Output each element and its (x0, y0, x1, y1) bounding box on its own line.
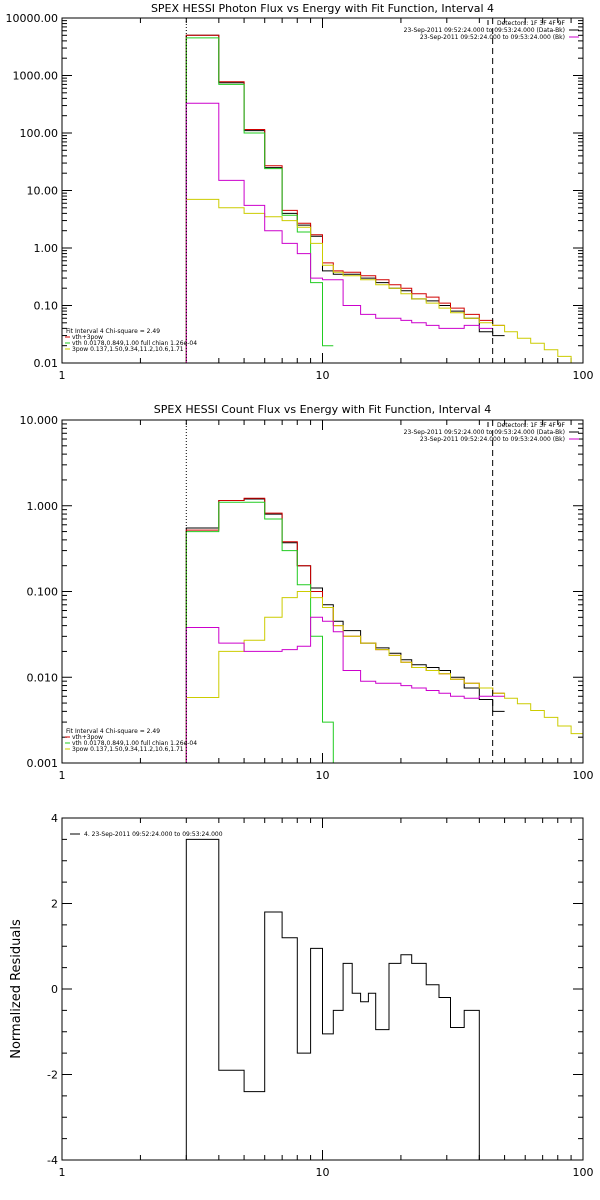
plot-frame (61, 817, 584, 1161)
y-tick-label: 0.01 (34, 357, 59, 370)
y-tick-label: 0.001 (27, 757, 59, 770)
legend-top-text: Detectors: 1F 3F 4F 9F (497, 422, 566, 429)
y-tick-label: 1000.00 (13, 70, 59, 83)
legend-bottom-text: vth 0.0178,0.849,1.00 full chian 1.26e-0… (72, 740, 197, 747)
y-tick-label: -2 (47, 1069, 58, 1082)
legend-top-text: 23-Sep-2011 09:52:24.000 to 09:53:24.000… (404, 429, 565, 436)
legend-top-text: 4. 23-Sep-2011 09:52:24.000 to 09:53:24.… (84, 831, 223, 838)
y-tick-label: 10.00 (27, 185, 59, 198)
x-tick-label: 10 (316, 369, 330, 382)
series-line-1 (185, 838, 480, 1160)
series-line-4 (185, 198, 583, 363)
series-line-4 (185, 591, 583, 763)
plot-area (185, 18, 583, 363)
legend-bottom-text: 3pow 0.137,1.50,9.34,11.2,10.6,1.71 (72, 746, 184, 753)
x-tick-label: 1 (59, 369, 66, 382)
x-tick-label: 10 (316, 769, 330, 782)
legend-top-text: 23-Sep-2011 09:52:24.000 to 09:53:24.000… (404, 27, 565, 34)
series-line-1 (185, 498, 505, 763)
y-tick-label: 1.00 (34, 242, 59, 255)
legend-bottom-text: Fit Interval 4 Chi-square = 2.49 (66, 728, 160, 735)
x-tick-label: 100 (573, 769, 594, 782)
y-tick-label: 100.00 (20, 127, 59, 140)
y-tick-label: 0.100 (27, 586, 59, 599)
y-tick-label: 10.000 (20, 414, 59, 427)
legend-top-text: 23-Sep-2011 09:52:24.000 to 09:53:24.000… (420, 436, 565, 443)
plot-area (185, 838, 480, 1160)
y-tick-label: -4 (47, 1154, 58, 1167)
series-line-3 (185, 501, 334, 763)
legend-bottom-text: vth 0.0178,0.849,1.00 full chian 1.26e-0… (72, 340, 197, 347)
y-tick-label: 1.000 (27, 500, 59, 513)
legend-bottom-text: Fit Interval 4 Chi-square = 2.49 (66, 328, 160, 335)
y-tick-label: 10000.00 (6, 12, 59, 25)
y-tick-label: 0 (51, 983, 58, 996)
x-tick-label: 100 (573, 369, 594, 382)
legend-top-text: Detectors: 1F 3F 4F 9F (497, 20, 566, 27)
y-tick-label: 0.10 (34, 300, 59, 313)
x-tick-label: 10 (316, 1166, 330, 1179)
x-tick-label: 100 (573, 1166, 594, 1179)
series-line-5 (185, 102, 493, 363)
y-tick-label: 2 (51, 898, 58, 911)
panel-3: Normalized Residuals 1 10 100 -4 -2 0 2 4 4. 23-S… (9, 812, 594, 1179)
chart-title: SPEX HESSI Photon Flux vs Energy with Fi… (151, 2, 494, 15)
plot-frame (61, 419, 584, 764)
legend-bottom-text: vth+3pow (72, 734, 103, 741)
chart-title: SPEX HESSI Count Flux vs Energy with Fit… (154, 403, 491, 416)
x-tick-label: 1 (59, 769, 66, 782)
x-tick-label: 1 (59, 1166, 66, 1179)
y-tick-label: 4 (51, 812, 58, 825)
panel-2: SPEX HESSI Count Flux vs Energy with Fit… (20, 403, 594, 782)
legend-bottom-text: vth+3pow (72, 334, 103, 341)
y-axis-label: Normalized Residuals (9, 919, 24, 1059)
legend-top-text: 23-Sep-2011 09:52:24.000 to 09:53:24.000… (420, 34, 565, 41)
y-tick-label: 0.010 (27, 671, 59, 684)
series-line-5 (185, 616, 505, 763)
legend-bottom-text: 3pow 0.137,1.50,9.34,11.2,10.6,1.71 (72, 346, 184, 353)
series-line-3 (185, 37, 334, 363)
plot-area (185, 420, 583, 763)
plot-frame (61, 17, 584, 364)
panel-1: SPEX HESSI Photon Flux vs Energy with Fi… (6, 2, 594, 382)
